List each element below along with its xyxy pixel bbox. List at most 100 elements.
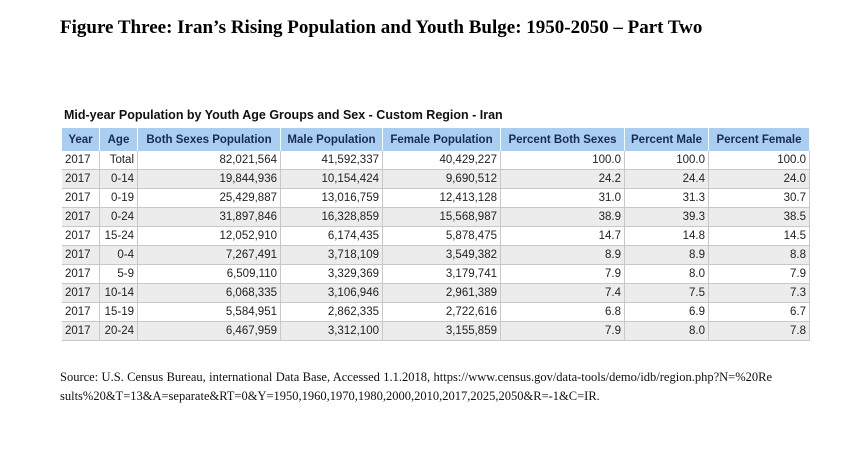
table-cell: 6.7 bbox=[708, 302, 810, 322]
table-row: 2017 20-24 6,467,959 3,312,100 3,155,859 7.9 8… bbox=[62, 321, 810, 341]
table-cell: 2,862,335 bbox=[280, 302, 383, 322]
table-cell: 5-9 bbox=[99, 264, 138, 284]
table-cell: 9,690,512 bbox=[382, 169, 501, 189]
figure-title: Figure Three: Iran’s Rising Population a… bbox=[60, 17, 703, 38]
table-cell: 12,413,128 bbox=[382, 188, 501, 208]
table-cell: 5,878,475 bbox=[382, 226, 501, 246]
table-cell: 19,844,936 bbox=[137, 169, 281, 189]
table-cell: 2017 bbox=[62, 169, 100, 189]
table-cell: 16,328,859 bbox=[280, 207, 383, 227]
table-cell: 7.8 bbox=[708, 321, 810, 341]
table-row: 2017 0-4 7,267,491 3,718,109 3,549,382 8.9 8.9… bbox=[62, 245, 810, 265]
table-cell: 100.0 bbox=[708, 151, 810, 170]
table-cell: 40,429,227 bbox=[382, 151, 501, 170]
table-cell: 2017 bbox=[62, 321, 100, 341]
table-cell: 31.3 bbox=[624, 188, 709, 208]
table-cell: 6,467,959 bbox=[137, 321, 281, 341]
table-cell: 82,021,564 bbox=[137, 151, 281, 170]
table-cell: 2017 bbox=[62, 188, 100, 208]
table-cell: 7.4 bbox=[500, 283, 625, 303]
table-cell: 0-4 bbox=[99, 245, 138, 265]
table-cell: 15-24 bbox=[99, 226, 138, 246]
table-cell: 3,155,859 bbox=[382, 321, 501, 341]
table-cell: 7.5 bbox=[624, 283, 709, 303]
table-cell: 2017 bbox=[62, 283, 100, 303]
table-cell: 12,052,910 bbox=[137, 226, 281, 246]
column-header: Age bbox=[99, 128, 138, 151]
table-row: 2017 0-14 19,844,936 10,154,424 9,690,512 24.… bbox=[62, 169, 810, 189]
table-cell: 7.9 bbox=[500, 321, 625, 341]
table-cell: 3,312,100 bbox=[280, 321, 383, 341]
table-cell: 38.9 bbox=[500, 207, 625, 227]
table-cell: 6,174,435 bbox=[280, 226, 383, 246]
table-cell: 8.8 bbox=[708, 245, 810, 265]
table-cell: 3,179,741 bbox=[382, 264, 501, 284]
column-header: Female Population bbox=[382, 128, 501, 151]
table-cell: 38.5 bbox=[708, 207, 810, 227]
table-cell: 3,718,109 bbox=[280, 245, 383, 265]
table-cell: 24.2 bbox=[500, 169, 625, 189]
table-cell: 5,584,951 bbox=[137, 302, 281, 322]
table-cell: 39.3 bbox=[624, 207, 709, 227]
column-header: Male Population bbox=[280, 128, 383, 151]
table-cell: 20-24 bbox=[99, 321, 138, 341]
table-cell: 6.9 bbox=[624, 302, 709, 322]
table-cell: 15-19 bbox=[99, 302, 138, 322]
table-cell: 0-24 bbox=[99, 207, 138, 227]
table-cell: 10-14 bbox=[99, 283, 138, 303]
table-cell: 100.0 bbox=[624, 151, 709, 170]
table-cell: 24.4 bbox=[624, 169, 709, 189]
table-cell: 8.9 bbox=[624, 245, 709, 265]
table-cell: 2017 bbox=[62, 207, 100, 227]
table-cell: 25,429,887 bbox=[137, 188, 281, 208]
table-row: 2017 0-24 31,897,846 16,328,859 15,568,987 38… bbox=[62, 207, 810, 227]
table-row: 2017 10-14 6,068,335 3,106,946 2,961,389 7.4 7… bbox=[62, 283, 810, 303]
table-cell: 2,961,389 bbox=[382, 283, 501, 303]
table-row: 2017 15-19 5,584,951 2,862,335 2,722,616 6.8 6… bbox=[62, 302, 810, 322]
table-cell: 2017 bbox=[62, 226, 100, 246]
table-cell: 6,068,335 bbox=[137, 283, 281, 303]
table-cell: 3,329,369 bbox=[280, 264, 383, 284]
column-header: Percent Male bbox=[624, 128, 709, 151]
table-cell: 7.3 bbox=[708, 283, 810, 303]
table-header-row: Year Age Both Sexes Population Male Populat… bbox=[62, 128, 810, 151]
table-cell: 6.8 bbox=[500, 302, 625, 322]
table-cell: 24.0 bbox=[708, 169, 810, 189]
table-cell: 8.0 bbox=[624, 264, 709, 284]
source-citation: Source: U.S. Census Bureau, internationa… bbox=[60, 370, 772, 403]
table-cell: 3,549,382 bbox=[382, 245, 501, 265]
table-cell: 2017 bbox=[62, 245, 100, 265]
table-cell: 31,897,846 bbox=[137, 207, 281, 227]
table-cell: 2,722,616 bbox=[382, 302, 501, 322]
column-header: Year bbox=[62, 128, 100, 151]
table-cell: 8.9 bbox=[500, 245, 625, 265]
table-cell: 8.0 bbox=[624, 321, 709, 341]
table-cell: 3,106,946 bbox=[280, 283, 383, 303]
table-cell: 0-14 bbox=[99, 169, 138, 189]
population-table: Year Age Both Sexes Population Male Populat… bbox=[62, 128, 810, 341]
column-header: Both Sexes Population bbox=[137, 128, 281, 151]
table-cell: 2017 bbox=[62, 264, 100, 284]
table-cell: 14.7 bbox=[500, 226, 625, 246]
table-title: Mid-year Population by Youth Age Groups … bbox=[64, 108, 503, 122]
table-row: 2017 Total 82,021,564 41,592,337 40,429,227 1… bbox=[62, 151, 810, 170]
table-cell: 10,154,424 bbox=[280, 169, 383, 189]
column-header: Percent Both Sexes bbox=[500, 128, 625, 151]
table-row: 2017 15-24 12,052,910 6,174,435 5,878,475 14.… bbox=[62, 226, 810, 246]
table-cell: Total bbox=[99, 151, 138, 170]
table-cell: 30.7 bbox=[708, 188, 810, 208]
table-cell: 6,509,110 bbox=[137, 264, 281, 284]
table-cell: 2017 bbox=[62, 302, 100, 322]
table-cell: 31.0 bbox=[500, 188, 625, 208]
table-row: 2017 0-19 25,429,887 13,016,759 12,413,128 31… bbox=[62, 188, 810, 208]
table-row: 2017 5-9 6,509,110 3,329,369 3,179,741 7.9 8.0… bbox=[62, 264, 810, 284]
table-cell: 14.5 bbox=[708, 226, 810, 246]
table-cell: 100.0 bbox=[500, 151, 625, 170]
table-cell: 15,568,987 bbox=[382, 207, 501, 227]
table-cell: 7.9 bbox=[500, 264, 625, 284]
table-cell: 2017 bbox=[62, 151, 100, 170]
table-cell: 14.8 bbox=[624, 226, 709, 246]
table-cell: 13,016,759 bbox=[280, 188, 383, 208]
table-cell: 0-19 bbox=[99, 188, 138, 208]
table-cell: 7,267,491 bbox=[137, 245, 281, 265]
